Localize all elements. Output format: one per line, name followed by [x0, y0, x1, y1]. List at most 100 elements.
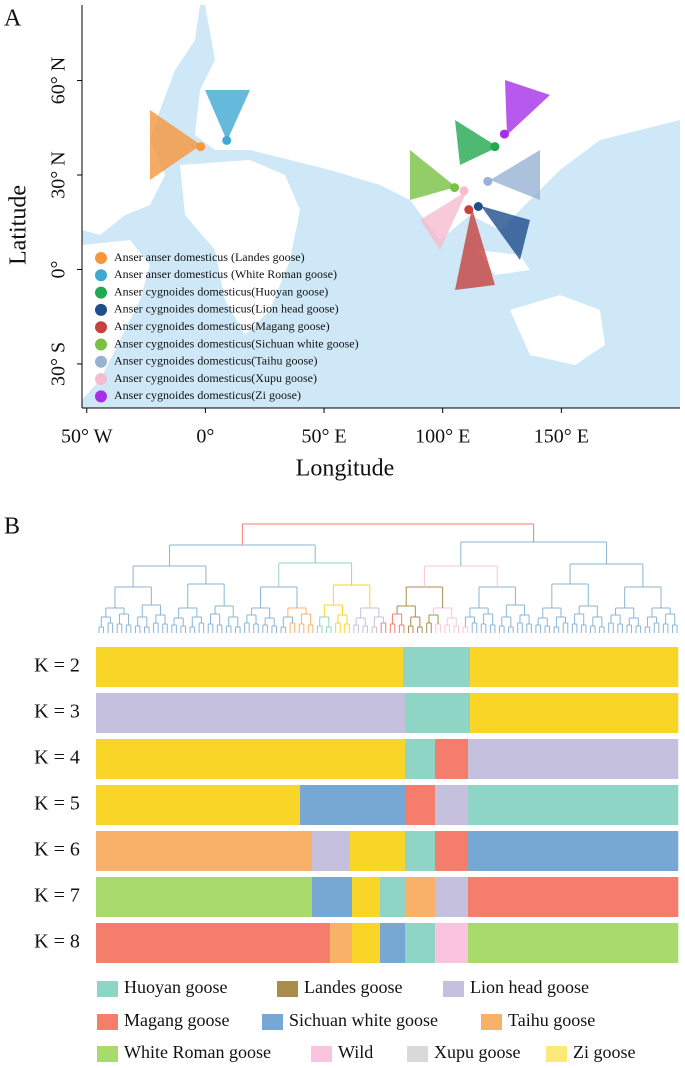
location-point: [464, 205, 474, 215]
admixture-block: [96, 693, 406, 733]
admixture-block: [405, 693, 471, 733]
admixture-block: [470, 647, 679, 687]
location-point: [483, 176, 493, 186]
legend-swatch: [97, 1014, 118, 1030]
y-axis-label: Latitude: [6, 185, 32, 265]
legend-label: Zi goose: [573, 1042, 636, 1062]
admixture-block: [468, 923, 679, 963]
location-point: [499, 129, 509, 139]
location-point: [459, 186, 469, 196]
dendrogram: [98, 523, 678, 633]
legend-label: Anser cygnoides domesticus(Sichuan white…: [114, 336, 359, 350]
admixture-block: [435, 785, 469, 825]
row-label: K = 7: [34, 885, 80, 907]
y-tick-label: 60° N: [48, 57, 70, 104]
legend-swatch: [95, 373, 107, 386]
legend-label: Anser cygnoides domesticus(Xupu goose): [114, 371, 317, 385]
legend-label: Taihu goose: [508, 1010, 595, 1030]
location-point: [222, 135, 232, 145]
location-point: [450, 183, 460, 193]
legend-label: Huoyan goose: [124, 977, 227, 997]
admixture-block: [405, 877, 436, 917]
legend-swatch: [277, 981, 298, 997]
legend-label: Xupu goose: [434, 1042, 521, 1062]
legend-swatch: [95, 269, 107, 282]
admixture-block: [468, 739, 679, 779]
admixture-block: [435, 739, 469, 779]
admixture-block: [470, 693, 679, 733]
admixture-block: [96, 831, 313, 871]
legend-swatch: [97, 981, 118, 997]
x-tick-label: 150° E: [534, 426, 589, 448]
legend-label: White Roman goose: [124, 1042, 271, 1062]
admixture-block: [300, 785, 406, 825]
legend-label: Anser cygnoides domesticus(Taihu goose): [114, 354, 317, 368]
legend-label: Anser anser domesticus (White Roman goos…: [114, 267, 337, 281]
admixture-block: [405, 785, 436, 825]
admixture-block: [435, 831, 469, 871]
legend-swatch: [95, 286, 107, 299]
row-label: K = 6: [34, 839, 80, 861]
admixture-block: [468, 877, 679, 917]
admixture-block: [468, 785, 679, 825]
legend-label: Anser anser domesticus (Landes goose): [114, 250, 305, 264]
admixture-block: [350, 831, 406, 871]
legend-swatch: [546, 1046, 567, 1062]
admixture-block: [312, 877, 353, 917]
legend-swatch: [262, 1014, 283, 1030]
legend-label: Anser cygnoides domesticus(Zi goose): [114, 388, 301, 402]
location-point: [196, 142, 206, 152]
cones: [150, 80, 550, 290]
legend-label: Lion head goose: [470, 977, 589, 997]
legend-label: Magang goose: [124, 1010, 229, 1030]
legend-swatch: [407, 1046, 428, 1062]
admixture-block: [405, 739, 436, 779]
admixture-block: [96, 877, 313, 917]
admixture-block: [330, 923, 353, 963]
legend-label: Wild: [338, 1042, 373, 1062]
admixture-block: [405, 831, 436, 871]
location-point: [490, 142, 500, 152]
legend-swatch: [481, 1014, 502, 1030]
row-label: K = 8: [34, 931, 80, 953]
admixture-block: [96, 647, 404, 687]
admixture-block: [403, 647, 471, 687]
admixture-block: [435, 877, 469, 917]
admixture-block: [352, 877, 381, 917]
legend-label: Sichuan white goose: [289, 1010, 438, 1030]
panel-label: B: [4, 514, 20, 540]
row-label: K = 4: [34, 747, 80, 769]
admixture-block: [468, 831, 679, 871]
x-tick-label: 50° E: [301, 426, 346, 448]
x-tick-label: 0°: [196, 426, 214, 448]
admixture-block: [380, 923, 406, 963]
legend-label: Landes goose: [304, 977, 402, 997]
legend-swatch: [95, 390, 107, 403]
admixture-block: [405, 923, 436, 963]
legend-label: Anser cygnoides domesticus(Huoyan goose): [114, 284, 328, 298]
row-label: K = 2: [34, 655, 80, 677]
legend-swatch: [95, 338, 107, 351]
admixture-block: [352, 923, 381, 963]
admixture-block: [380, 877, 406, 917]
x-tick-label: 100° E: [415, 426, 470, 448]
row-label: K = 5: [34, 793, 80, 815]
panel-label: A: [4, 6, 22, 32]
admixture-block: [96, 785, 301, 825]
location-point: [473, 202, 483, 211]
x-tick-label: 50° W: [61, 426, 113, 448]
y-tick-label: 0°: [48, 260, 70, 278]
legend-swatch: [95, 355, 107, 368]
y-tick-label: 30° S: [48, 342, 70, 386]
admixture-block: [435, 923, 469, 963]
legend-swatch: [97, 1046, 118, 1062]
admixture-block: [96, 923, 331, 963]
x-axis-label: Longitude: [296, 456, 395, 482]
admixture-block: [312, 831, 351, 871]
admixture-block: [96, 739, 406, 779]
legend-label: Anser cygnoides domesticus(Lion head goo…: [114, 302, 339, 316]
row-label: K = 3: [34, 701, 80, 723]
legend-swatch: [95, 252, 107, 264]
legend-swatch: [95, 321, 107, 334]
